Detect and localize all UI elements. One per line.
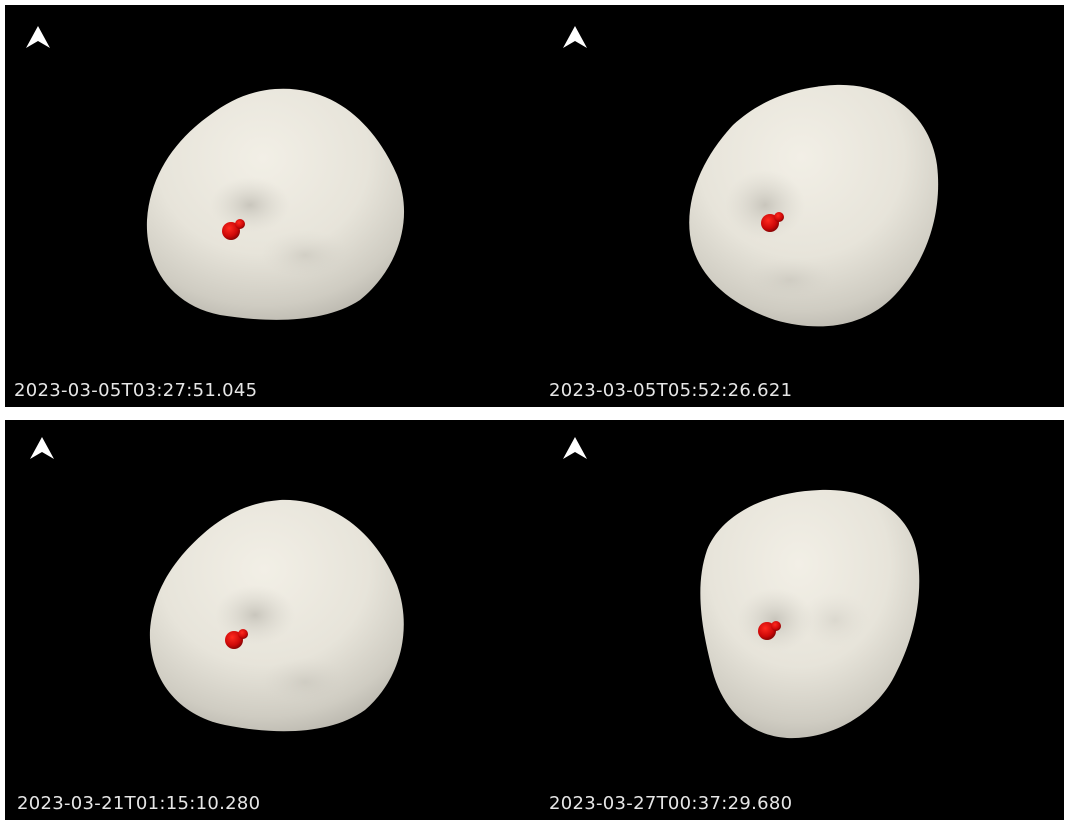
red-marker — [225, 629, 248, 649]
red-marker — [761, 212, 784, 232]
north-arrow-icon — [30, 437, 54, 459]
timestamp-label: 2023-03-21T01:15:10.280 — [17, 793, 261, 814]
timestamp-label: 2023-03-05T05:52:26.621 — [549, 380, 793, 401]
asteroid-view-4: 2023-03-27T00:37:29.680 — [535, 420, 1064, 820]
asteroid-shape-model — [700, 489, 920, 739]
north-arrow-icon — [563, 437, 587, 459]
bottom-image-panel: 2023-03-21T01:15:10.280 2023-03-27T00:37… — [5, 420, 1064, 820]
top-image-panel: 2023-03-05T03:27:51.045 2023-03-05T05:52… — [5, 5, 1064, 407]
north-arrow-icon — [26, 26, 50, 48]
asteroid-view-1: 2023-03-05T03:27:51.045 — [5, 5, 534, 407]
asteroid-shape-model — [149, 499, 404, 732]
asteroid-shape-model — [146, 88, 405, 320]
asteroid-shape-model — [689, 84, 939, 327]
north-arrow-icon — [563, 26, 587, 48]
timestamp-label: 2023-03-05T03:27:51.045 — [14, 380, 258, 401]
timestamp-label: 2023-03-27T00:37:29.680 — [549, 793, 793, 814]
asteroid-view-3: 2023-03-21T01:15:10.280 — [5, 420, 534, 820]
red-marker — [222, 219, 245, 240]
asteroid-view-2: 2023-03-05T05:52:26.621 — [535, 5, 1064, 407]
red-marker — [758, 621, 781, 640]
